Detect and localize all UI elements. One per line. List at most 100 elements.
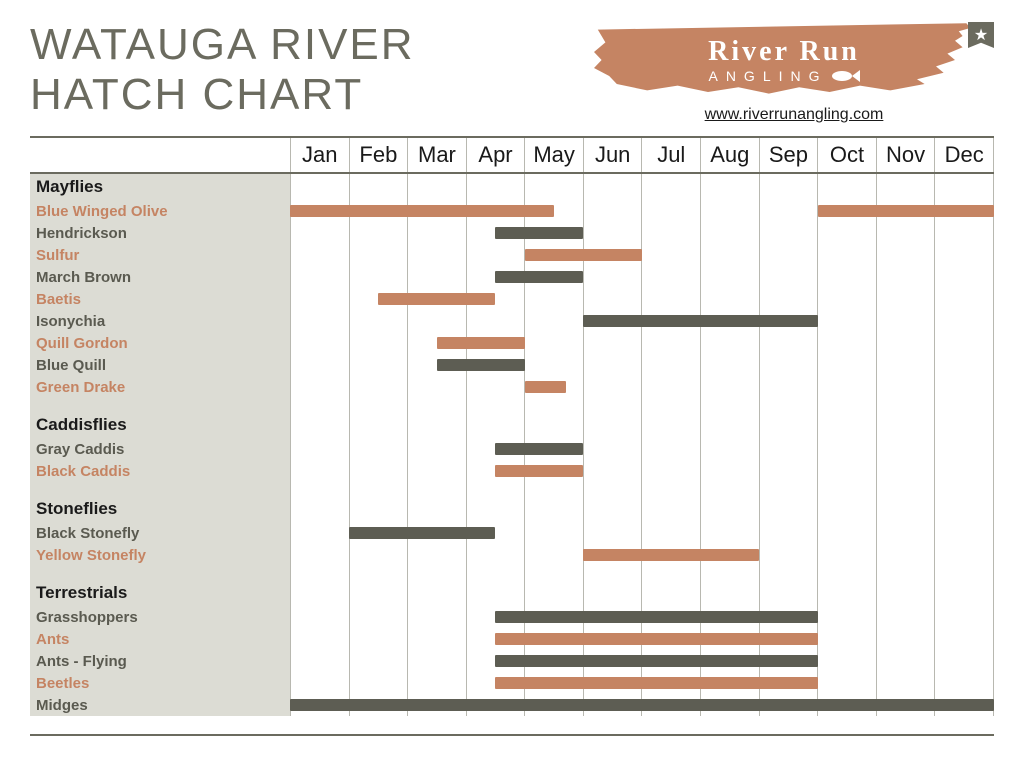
hatch-row: Black Caddis [30, 460, 994, 482]
hatch-bar [583, 315, 818, 327]
category-label: Stoneflies [30, 499, 290, 519]
spacer-row [30, 566, 994, 580]
category-label: Mayflies [30, 177, 290, 197]
category-heading-row: Terrestrials [30, 580, 994, 606]
species-label: Black Stonefly [30, 525, 290, 542]
hatch-bar [290, 699, 994, 711]
hatch-bar [495, 677, 818, 689]
hatch-bar [525, 249, 642, 261]
hatch-bar [525, 381, 566, 393]
month-cell: Aug [700, 138, 759, 172]
hatch-row: Yellow Stonefly [30, 544, 994, 566]
header: WATAUGA RIVER HATCH CHART River Run ANGL… [0, 0, 1024, 124]
hatch-chart: JanFebMarAprMayJunJulAugSepOctNovDec May… [30, 136, 994, 716]
bar-track [290, 244, 994, 266]
title-line-1: WATAUGA RIVER [30, 20, 415, 70]
month-cell: Sep [759, 138, 818, 172]
species-label: Quill Gordon [30, 335, 290, 352]
spacer-row [30, 398, 994, 412]
bar-track [290, 354, 994, 376]
bar-track [290, 650, 994, 672]
bar-track [290, 266, 994, 288]
hatch-row: Quill Gordon [30, 332, 994, 354]
hatch-row: Beetles [30, 672, 994, 694]
month-cell: Dec [934, 138, 994, 172]
hatch-bar [495, 465, 583, 477]
fish-icon [832, 69, 860, 83]
bar-track [290, 200, 994, 222]
species-label: Beetles [30, 675, 290, 692]
species-label: Gray Caddis [30, 441, 290, 458]
hatch-bar [495, 633, 818, 645]
bar-track [290, 544, 994, 566]
bar-track [290, 222, 994, 244]
title-line-2: HATCH CHART [30, 70, 415, 120]
category-heading-row: Mayflies [30, 174, 994, 200]
logo-tn-shape: River Run ANGLING [594, 20, 974, 100]
hatch-bar [495, 271, 583, 283]
rows: MayfliesBlue Winged OliveHendricksonSulf… [30, 174, 994, 716]
hatch-bar [378, 293, 495, 305]
bar-track [290, 438, 994, 460]
website-link[interactable]: www.riverrunangling.com [705, 106, 884, 124]
species-label: Baetis [30, 291, 290, 308]
month-cell: Oct [817, 138, 876, 172]
category-heading-row: Caddisflies [30, 412, 994, 438]
month-cell: Jan [290, 138, 349, 172]
hatch-bar [495, 443, 583, 455]
header-spacer [30, 138, 290, 172]
page-title: WATAUGA RIVER HATCH CHART [30, 20, 415, 120]
bar-track [290, 496, 994, 522]
month-cell: Jul [641, 138, 700, 172]
hatch-bar [495, 611, 818, 623]
category-label: Terrestrials [30, 583, 290, 603]
bar-track [290, 522, 994, 544]
bar-track [290, 694, 994, 716]
bar-track [290, 606, 994, 628]
hatch-row: March Brown [30, 266, 994, 288]
bar-track [290, 310, 994, 332]
hatch-row: Ants - Flying [30, 650, 994, 672]
bar-track [290, 460, 994, 482]
rows-area: MayfliesBlue Winged OliveHendricksonSulf… [30, 174, 994, 716]
species-label: Sulfur [30, 247, 290, 264]
category-label: Caddisflies [30, 415, 290, 435]
bar-track [290, 580, 994, 606]
species-label: Ants - Flying [30, 653, 290, 670]
category-heading-row: Stoneflies [30, 496, 994, 522]
species-label: Black Caddis [30, 463, 290, 480]
hatch-row: Gray Caddis [30, 438, 994, 460]
logo-area: River Run ANGLING ★ www.riverrunangling.… [594, 20, 994, 124]
species-label: March Brown [30, 269, 290, 286]
hatch-row: Baetis [30, 288, 994, 310]
hatch-bar [818, 205, 994, 217]
species-label: Hendrickson [30, 225, 290, 242]
star-icon: ★ [974, 25, 988, 45]
hatch-row: Hendrickson [30, 222, 994, 244]
species-label: Grasshoppers [30, 609, 290, 626]
hatch-row: Black Stonefly [30, 522, 994, 544]
logo-main-text: River Run [708, 36, 860, 68]
species-label: Blue Quill [30, 357, 290, 374]
bar-track [290, 174, 994, 200]
hatch-bar [437, 359, 525, 371]
hatch-row: Sulfur [30, 244, 994, 266]
star-badge: ★ [968, 22, 994, 48]
spacer-row [30, 482, 994, 496]
hatch-bar [349, 527, 496, 539]
species-label: Isonychia [30, 313, 290, 330]
bar-track [290, 332, 994, 354]
logo: River Run ANGLING ★ [594, 20, 994, 100]
month-cell: Feb [349, 138, 408, 172]
month-cell: Mar [407, 138, 466, 172]
hatch-row: Green Drake [30, 376, 994, 398]
hatch-row: Ants [30, 628, 994, 650]
bar-track [290, 628, 994, 650]
species-label: Midges [30, 697, 290, 714]
month-cell: Apr [466, 138, 525, 172]
species-label: Yellow Stonefly [30, 547, 290, 564]
species-label: Ants [30, 631, 290, 648]
month-cell: Jun [583, 138, 642, 172]
bar-track [290, 672, 994, 694]
hatch-bar [437, 337, 525, 349]
